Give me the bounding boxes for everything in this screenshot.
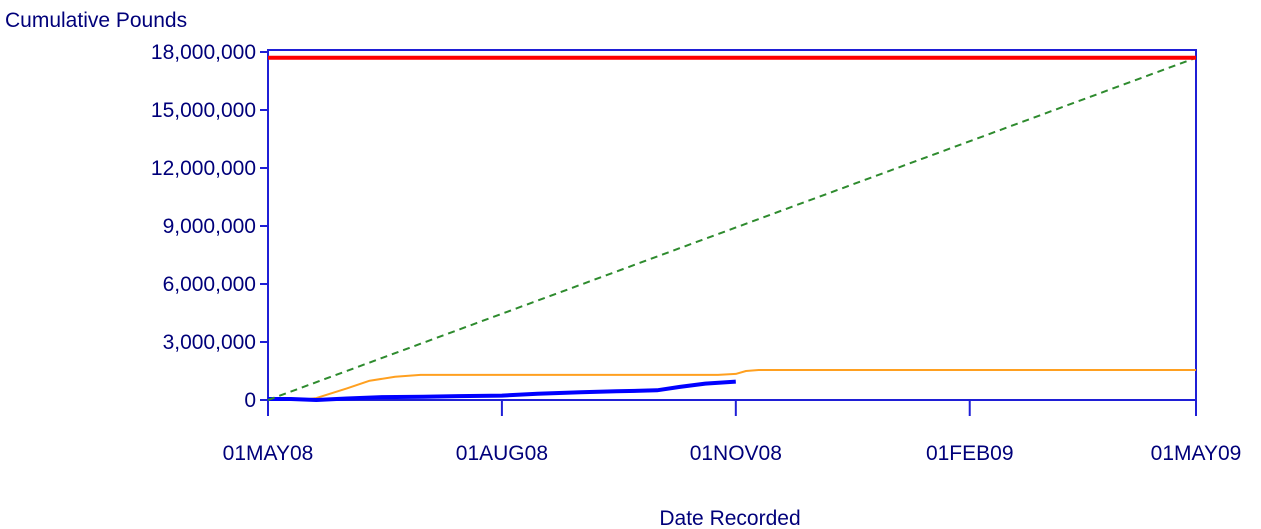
x-tick-label: 01FEB09 [926,442,1014,465]
y-tick-label: 3,000,000 [163,331,256,354]
series-line-3 [268,369,1196,401]
x-tick-label: 01MAY08 [223,442,314,465]
y-tick-label: 15,000,000 [151,99,256,122]
x-tick-label: 01MAY09 [1151,442,1242,465]
y-axis: 0 3,000,000 6,000,000 9,000,000 12,000,000 15… [151,41,268,412]
y-tick-label: 12,000,000 [151,157,256,180]
x-tick-label: 01AUG08 [456,442,548,465]
y-axis-title: Cumulative Pounds [5,9,187,32]
plot-frame [267,49,1197,401]
x-tick-label: 01NOV08 [690,442,782,465]
series-line-2 [267,56,1197,401]
y-tick-label: 6,000,000 [163,273,256,296]
y-tick-label: 0 [244,389,256,412]
x-axis-title: Date Recorded [659,507,800,529]
series-layer [267,55,1197,402]
y-tick-label: 9,000,000 [163,215,256,238]
series-line-4 [268,379,736,402]
y-tick-label: 18,000,000 [151,41,256,64]
plot-border [267,49,1197,401]
x-axis: 01MAY08 01AUG08 01NOV08 01FEB09 01MAY09 [223,400,1242,465]
